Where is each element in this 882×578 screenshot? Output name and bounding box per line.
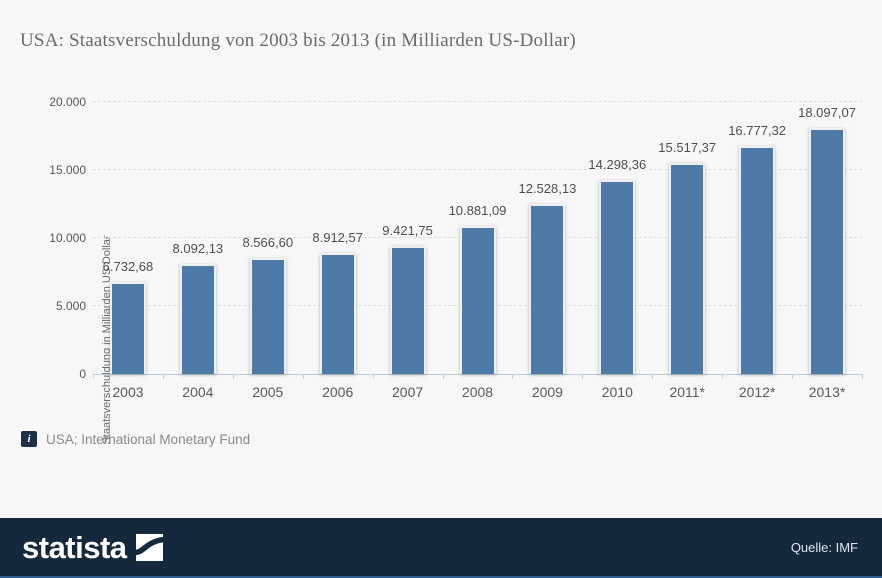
bar-2012*[interactable] <box>739 145 776 374</box>
x-axis-tick <box>722 374 724 379</box>
bar-value-label: 8.912,57 <box>312 229 363 245</box>
bar-2013*[interactable] <box>809 127 846 374</box>
x-axis-tick <box>302 374 304 379</box>
bar-value-label: 8.092,13 <box>172 240 224 256</box>
x-axis-tick <box>792 374 794 379</box>
plot-area: Staatsverschuldung in Milliarden US-Doll… <box>49 95 863 445</box>
y-tick-label: 5.000 <box>55 299 86 313</box>
x-axis-tick <box>862 374 863 379</box>
y-tick-label: 10.000 <box>49 231 86 245</box>
bar-2009[interactable] <box>529 203 566 374</box>
bar-2006[interactable] <box>319 252 356 374</box>
x-axis-tick <box>512 374 514 379</box>
bar-value-label: 8.566,60 <box>242 234 294 250</box>
x-category-label: 2009 <box>531 384 563 400</box>
x-category-label: 2004 <box>182 384 214 400</box>
bar-2004[interactable] <box>179 263 216 374</box>
x-category-label: 2003 <box>112 384 144 400</box>
source-note: USA; International Monetary Fund <box>46 431 251 447</box>
bar-value-label: 12.528,13 <box>518 180 577 196</box>
footer-bar: statista Quelle: IMF <box>0 518 882 578</box>
statista-logo[interactable]: statista <box>22 532 163 563</box>
x-axis-tick <box>582 374 584 379</box>
bar-value-label: 9.421,75 <box>382 222 433 238</box>
statista-wordmark: statista <box>22 529 127 565</box>
bar-2003[interactable] <box>109 282 146 374</box>
bar-2008[interactable] <box>459 226 496 374</box>
bar-2011*[interactable] <box>669 162 706 374</box>
bar-2007[interactable] <box>389 245 426 374</box>
x-category-label: 2007 <box>392 384 424 400</box>
y-tick-label: 0 <box>79 367 86 381</box>
gridline-20.000 <box>93 101 862 102</box>
x-axis-tick <box>232 374 234 379</box>
x-axis-tick <box>372 374 374 379</box>
x-category-label: 2011* <box>669 384 705 400</box>
x-category-label: 2006 <box>322 384 354 400</box>
x-axis-tick <box>93 374 94 379</box>
source-credit: Quelle: IMF <box>790 539 858 555</box>
bar-value-label: 14.298,36 <box>588 156 647 172</box>
y-tick-label: 20.000 <box>49 95 86 109</box>
x-category-label: 2013* <box>808 384 846 400</box>
x-category-label: 2012* <box>738 384 776 400</box>
info-icon[interactable]: i <box>21 431 37 447</box>
x-axis-tick <box>652 374 654 379</box>
bar-value-label: 10.881,09 <box>448 203 507 219</box>
source-row: i USA; International Monetary Fund <box>21 431 250 447</box>
x-category-label: 2008 <box>461 384 494 400</box>
chart-title: USA: Staatsverschuldung von 2003 bis 201… <box>20 30 576 51</box>
gridline-15.000 <box>93 169 862 170</box>
bar-2005[interactable] <box>249 257 286 374</box>
bar-value-label: 16.777,32 <box>728 122 787 138</box>
bar-value-label: 6.732,68 <box>102 259 154 275</box>
x-axis-tick <box>162 374 164 379</box>
x-category-label: 2010 <box>601 384 633 400</box>
y-tick-label: 15.000 <box>49 163 86 177</box>
x-axis-line <box>93 374 862 375</box>
statista-logo-icon <box>135 533 163 561</box>
bar-value-label: 18.097,07 <box>798 104 856 120</box>
bar-value-label: 15.517,37 <box>658 139 717 155</box>
x-category-label: 2005 <box>252 384 284 400</box>
x-axis-tick <box>442 374 444 379</box>
bar-2010[interactable] <box>599 179 636 374</box>
